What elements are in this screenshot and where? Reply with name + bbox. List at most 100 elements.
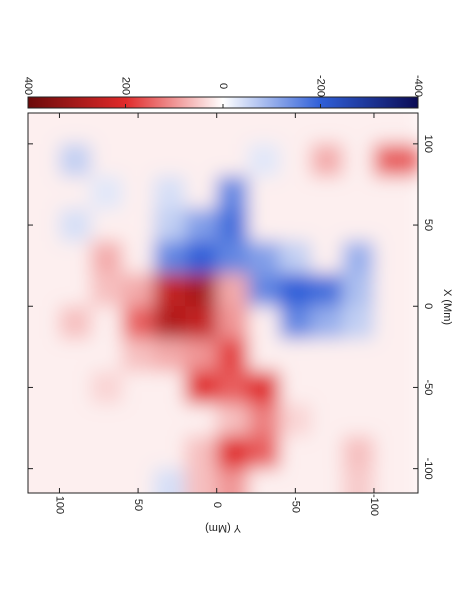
heatmap-cell xyxy=(216,143,249,177)
heatmap-cell xyxy=(90,241,123,275)
heatmap-cell xyxy=(373,403,418,437)
heatmap-cell xyxy=(153,403,186,437)
heatmap-cell xyxy=(373,208,418,242)
heatmap-cell xyxy=(311,273,344,307)
heatmap-cell xyxy=(311,143,344,177)
heatmap-cell xyxy=(90,143,123,177)
heatmap-cell xyxy=(279,436,312,470)
heatmap-cell xyxy=(342,306,375,340)
heatmap-cell xyxy=(90,403,123,437)
heatmap-cell xyxy=(216,113,249,145)
colorbar-tick-label: 400 xyxy=(22,77,34,95)
heatmap-cell xyxy=(216,468,249,493)
x-tick-label: 0 xyxy=(422,303,434,309)
heatmap-cell xyxy=(153,113,186,145)
heatmap-cell xyxy=(216,403,249,437)
heatmap-cell xyxy=(311,436,344,470)
y-tick-label: 0 xyxy=(211,502,223,508)
heatmap-cell xyxy=(311,208,344,242)
heatmap-cell xyxy=(279,241,312,275)
heatmap-cell xyxy=(248,306,281,340)
heatmap-cell xyxy=(342,468,375,493)
heatmap-cell xyxy=(216,306,249,340)
heatmap-cell xyxy=(185,436,218,470)
heatmap-cell xyxy=(122,273,155,307)
heatmap-cell xyxy=(373,338,418,372)
heatmap-cell xyxy=(59,113,92,145)
heatmap-cell xyxy=(59,338,92,372)
colorbar-tick-label: -200 xyxy=(315,75,327,97)
heatmap-cell xyxy=(90,468,123,493)
heatmap-cell xyxy=(248,403,281,437)
heatmap-cell xyxy=(122,113,155,145)
heatmap-cell xyxy=(216,371,249,405)
heatmap-cell xyxy=(90,371,123,405)
heatmap-cell xyxy=(28,306,60,340)
heatmap-cell xyxy=(153,436,186,470)
heatmap-cell xyxy=(279,176,312,210)
heatmap-cell xyxy=(342,241,375,275)
heatmap-cell xyxy=(59,371,92,405)
heatmap-cell xyxy=(153,468,186,493)
heatmap-cell xyxy=(248,208,281,242)
heatmap-cell xyxy=(248,338,281,372)
heatmap-cell xyxy=(248,176,281,210)
heatmap-cell xyxy=(373,176,418,210)
heatmap-cell xyxy=(153,176,186,210)
heatmap-cell xyxy=(122,176,155,210)
heatmap-cell xyxy=(311,338,344,372)
x-tick-label: 50 xyxy=(422,219,434,231)
heatmap-cell xyxy=(90,338,123,372)
heatmap-cell xyxy=(216,338,249,372)
x-tick-label: 100 xyxy=(422,135,434,153)
heatmap-cell xyxy=(28,241,60,275)
heatmap-cell xyxy=(122,143,155,177)
heatmap-cell xyxy=(59,143,92,177)
heatmap-cell xyxy=(311,468,344,493)
heatmap-cell xyxy=(185,338,218,372)
heatmap-cell xyxy=(248,436,281,470)
heatmap-cell xyxy=(216,436,249,470)
heatmap-cell xyxy=(122,403,155,437)
x-tick-label: -50 xyxy=(422,379,434,395)
heatmap-cell xyxy=(279,403,312,437)
heatmap-cell xyxy=(248,113,281,145)
heatmap-cell xyxy=(311,241,344,275)
heatmap-cell xyxy=(90,306,123,340)
heatmap-cell xyxy=(185,176,218,210)
heatmap-cell xyxy=(153,143,186,177)
heatmap-cell xyxy=(216,176,249,210)
heatmap-cell xyxy=(248,468,281,493)
heatmap-cell xyxy=(185,208,218,242)
heatmap-cell xyxy=(28,338,60,372)
heatmap-cell xyxy=(279,208,312,242)
heatmap-cell xyxy=(373,113,418,145)
colorbar-tick-label: -400 xyxy=(412,75,424,97)
heatmap-cell xyxy=(122,371,155,405)
heatmap-cell xyxy=(122,436,155,470)
heatmap-cell xyxy=(90,113,123,145)
heatmap-cell xyxy=(373,273,418,307)
heatmap-cell xyxy=(248,241,281,275)
heatmap-cell xyxy=(279,371,312,405)
heatmap-cell xyxy=(373,241,418,275)
heatmap-cell xyxy=(59,176,92,210)
heatmap-cells xyxy=(28,113,418,493)
heatmap-cell xyxy=(28,208,60,242)
heatmap-cell xyxy=(153,338,186,372)
heatmap-cell xyxy=(373,371,418,405)
heatmap-cell xyxy=(90,208,123,242)
colorbar-tick-label: 0 xyxy=(217,83,229,89)
heatmap-cell xyxy=(216,241,249,275)
heatmap-cell xyxy=(28,436,60,470)
heatmap-cell xyxy=(279,338,312,372)
x-tick-label: -100 xyxy=(422,458,434,480)
heatmap-cell xyxy=(59,436,92,470)
heatmap-cell xyxy=(342,176,375,210)
x-axis-label: X (Mm) xyxy=(441,289,453,325)
heatmap-cell xyxy=(311,176,344,210)
heatmap-cell xyxy=(373,143,418,177)
heatmap-cell xyxy=(342,273,375,307)
heatmap-cell xyxy=(185,273,218,307)
heatmap-cell xyxy=(185,241,218,275)
